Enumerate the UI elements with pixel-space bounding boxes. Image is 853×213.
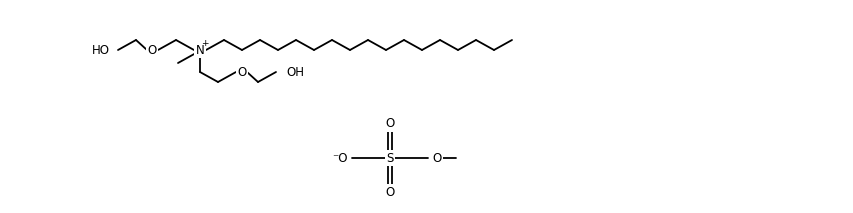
Text: O: O	[432, 151, 441, 164]
Text: OH: OH	[286, 66, 304, 79]
Text: ⁻O: ⁻O	[332, 151, 347, 164]
Text: O: O	[237, 66, 247, 79]
Text: O: O	[385, 118, 394, 131]
Text: +: +	[201, 39, 208, 49]
Text: N: N	[195, 43, 204, 56]
Text: S: S	[386, 151, 393, 164]
Text: HO: HO	[92, 43, 110, 56]
Text: O: O	[385, 186, 394, 199]
Text: O: O	[148, 43, 156, 56]
